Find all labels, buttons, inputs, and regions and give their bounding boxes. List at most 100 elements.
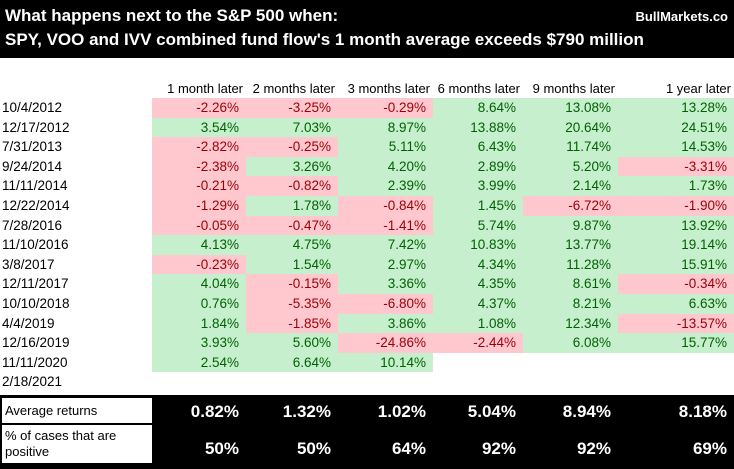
average-return-value: 5.04% [467,401,516,421]
summary-section: Average returns 0.82% 1.32% 1.02% 5.04% 8.94… [0,394,734,469]
return-cell: 5.60% [246,333,338,353]
return-cell [523,372,618,392]
return-cell [433,352,523,373]
return-cell: 13.88% [433,117,523,138]
return-cell: -1.90% [618,195,734,216]
percent-positive-value: 50% [296,438,331,458]
return-cell: 3.93% [152,333,246,353]
row-date: 7/31/2013 [2,139,63,155]
return-cell: 24.51% [618,117,734,138]
return-cell: 6.43% [433,137,523,157]
row-date: 12/11/2017 [2,276,69,292]
table-row: 10/10/2018 0.76% -5.35% -6.80% 4.37% 8.21% 6.6… [0,293,734,314]
return-cell: -6.80% [338,293,433,314]
table-row: 2/18/2021 [0,372,734,392]
row-date: 11/11/2020 [2,354,68,370]
return-cell: 0.76% [152,293,246,314]
table-row: 10/4/2012 -2.26% -3.25% -0.29% 8.64% 13.08% 13… [0,98,734,118]
row-date: 12/16/2019 [2,335,70,351]
return-cell: -13.57% [618,313,734,334]
row-date: 12/17/2012 [2,119,70,135]
return-cell: 2.39% [338,176,433,196]
return-cell: 4.13% [152,235,246,255]
spacer [0,58,734,79]
return-cell: -2.44% [433,333,523,353]
title-row: What happens next to the S&P 500 when: B… [5,6,728,26]
table-row: 9/24/2014 -2.38% 3.26% 4.20% 2.89% 5.20% -3.31… [0,156,734,177]
row-date: 2/18/2021 [2,374,63,390]
column-header-1: 1 month later [167,81,243,96]
column-header-6: 1 year later [665,81,731,96]
table-row: 12/11/2017 4.04% -0.15% 3.36% 4.35% 8.61% -0.3… [0,274,734,294]
return-cell: 9.87% [523,215,618,236]
return-cell: 5.20% [523,156,618,177]
return-cell: 2.54% [152,352,246,373]
return-cell: 1.73% [618,176,734,196]
return-cell: 12.34% [523,313,618,334]
row-date: 4/4/2019 [2,315,55,331]
average-return-value: 0.82% [190,401,239,421]
percent-positive-value: 50% [204,438,239,458]
return-cell: 13.28% [618,98,734,118]
return-cell: 7.42% [338,235,433,255]
return-cell: -24.86% [338,333,433,353]
return-cell: 3.36% [338,274,433,294]
return-cell: 1.45% [433,195,523,216]
table-row: 3/8/2017 -0.23% 1.54% 2.97% 4.34% 11.28% 15.91… [0,254,734,275]
return-cell: 13.92% [618,215,734,236]
return-cell [618,352,734,373]
return-cell: -1.41% [338,215,433,236]
row-date: 7/28/2016 [2,217,63,233]
page-title: What happens next to the S&P 500 when: [5,6,339,25]
row-date: 3/8/2017 [2,256,55,272]
return-cell: 4.75% [246,235,338,255]
return-cell: 19.14% [618,235,734,255]
return-cell: -2.38% [152,156,246,177]
return-cell [152,372,246,392]
percent-positive-value: 92% [576,438,611,458]
divider-gap [0,391,734,395]
return-cell: -0.05% [152,215,246,236]
row-date: 9/24/2014 [2,158,63,174]
table-row: 7/31/2013 -2.82% -0.25% 5.11% 6.43% 11.74% 14.… [0,137,734,157]
return-cell: 2.97% [338,254,433,275]
row-date: 10/10/2018 [2,295,70,311]
page-subtitle: SPY, VOO and IVV combined fund flow's 1 … [5,30,644,49]
column-header-5: 9 months later [532,81,615,96]
table-row: 11/11/2014 -0.21% -0.82% 2.39% 3.99% 2.14% 1.7… [0,176,734,196]
return-cell [433,372,523,392]
percent-positive-value: 64% [391,438,426,458]
return-cell: -0.47% [246,215,338,236]
row-date: 11/11/2014 [2,178,68,194]
row-date: 12/22/2014 [2,197,70,213]
return-cell: 13.08% [523,98,618,118]
average-returns-row: Average returns 0.82% 1.32% 1.02% 5.04% 8.94… [2,397,734,425]
return-cell: 4.35% [433,274,523,294]
return-cell: -0.82% [246,176,338,196]
return-cell: 6.63% [618,293,734,314]
return-cell: -0.29% [338,98,433,118]
title-bar: What happens next to the S&P 500 when: B… [0,0,734,58]
return-cell: 5.74% [433,215,523,236]
return-cell: 1.84% [152,313,246,334]
table-body: 10/4/2012 -2.26% -3.25% -0.29% 8.64% 13.08% 13… [0,98,734,392]
average-return-value: 1.32% [282,401,331,421]
return-cell: 7.03% [246,117,338,138]
return-cell: -0.23% [152,254,246,275]
table-row: 11/11/2020 2.54% 6.64% 10.14% [0,352,734,373]
percent-positive-value: 69% [692,438,727,458]
column-header-4: 6 months later [437,81,520,96]
average-return-value: 1.02% [377,401,426,421]
return-cell: 5.11% [338,137,433,157]
return-cell: -0.25% [246,137,338,157]
return-cell: 20.64% [523,117,618,138]
return-cell: 10.14% [338,352,433,373]
return-cell: 3.99% [433,176,523,196]
return-cell: 1.78% [246,195,338,216]
column-header-3: 3 months later [347,81,430,96]
return-cell: -3.31% [618,156,734,177]
return-cell: 3.54% [152,117,246,138]
average-return-value: 8.18% [678,401,727,421]
column-header-row: 1 month later 2 months later 3 months late… [0,79,734,98]
table-row: 4/4/2019 1.84% -1.85% 3.86% 1.08% 12.34% -13.5… [0,313,734,334]
